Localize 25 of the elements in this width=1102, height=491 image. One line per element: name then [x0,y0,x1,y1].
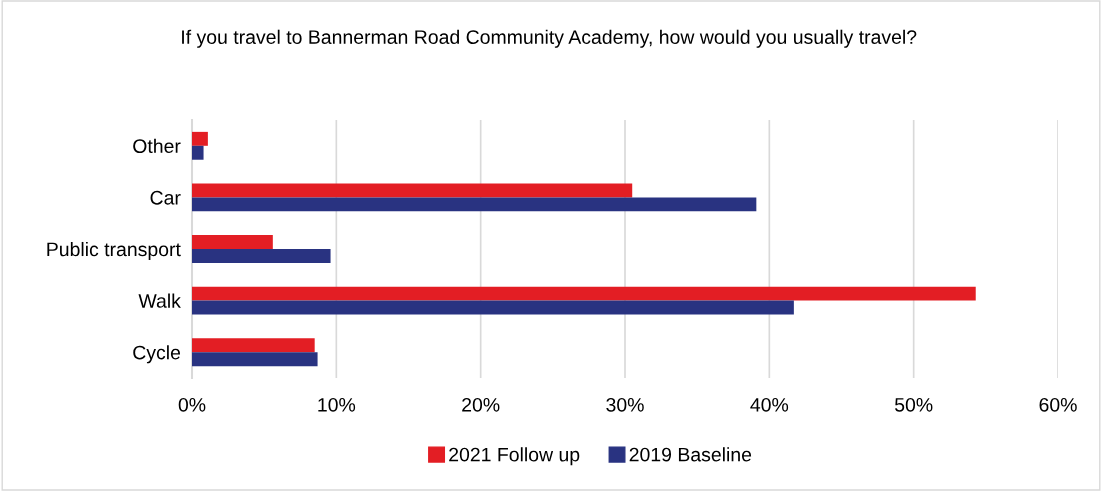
legend-label: 2019 Baseline [629,447,752,462]
bar [192,197,757,212]
x-tick-label: 60% [1039,397,1077,412]
x-tick-label: 20% [462,397,500,412]
bar [192,338,315,353]
legend-label: 2021 Follow up [449,447,580,466]
x-tick-label: 10% [318,397,356,412]
y-tick-label: Other [133,138,181,154]
chart-title: If you travel to Bannerman Road Community Academy, how would you usually travel? [182,29,917,48]
y-tick-label: Cycle [133,345,181,364]
y-tick-label: Car [150,190,181,205]
x-tick-label: 30% [606,397,644,412]
x-tick-label: 50% [894,397,933,412]
y-tick-label: Walk [138,293,181,308]
y-tick-label: Public transport [47,241,181,261]
bar [192,300,794,315]
x-tick-label: 0% [178,397,206,412]
bar [192,286,976,301]
bar [192,352,318,367]
bar [192,183,633,198]
bar [192,131,208,146]
bar [192,249,331,263]
bar [192,235,273,249]
x-tick-label: 40% [750,397,789,412]
bar [192,145,204,160]
